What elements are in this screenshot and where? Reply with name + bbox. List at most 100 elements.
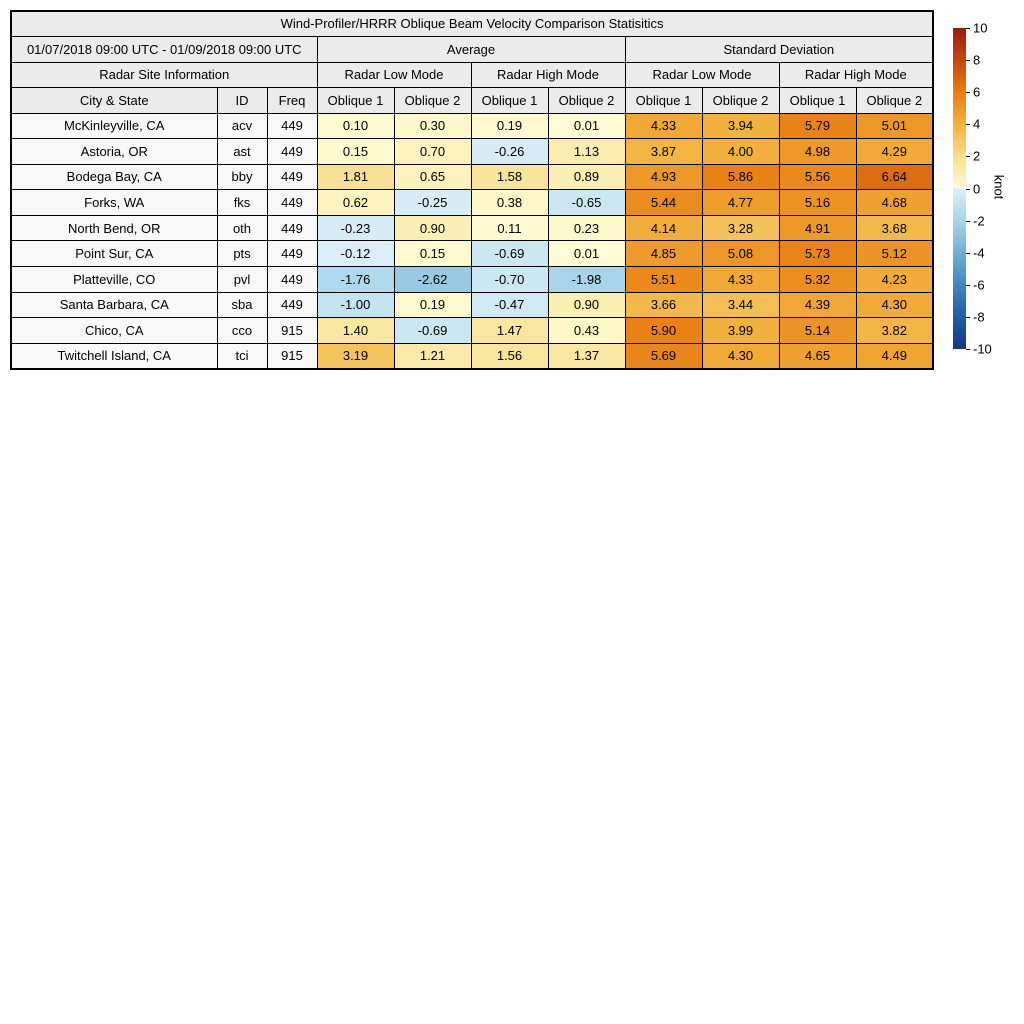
city-cell: Chico, CA	[10, 317, 218, 344]
value-cell: 4.77	[701, 189, 780, 216]
value-cell: 3.44	[701, 291, 780, 319]
value-cell: 5.08	[701, 240, 780, 268]
value-cell: 4.23	[855, 266, 934, 293]
value-cell: 4.85	[624, 240, 703, 268]
colorbar-tick-label: -10	[973, 341, 992, 357]
column-header-oblique: Oblique 1	[316, 86, 395, 114]
table-row: Astoria, OR ast 449 0.15 0.70 -0.26 1.13 3.87 4.…	[10, 138, 934, 165]
value-cell: 3.87	[624, 138, 703, 165]
freq-cell: 449	[266, 291, 318, 319]
mode-header-avg-low: Radar Low Mode	[316, 61, 472, 88]
value-cell: 0.38	[470, 189, 549, 216]
value-cell: 3.66	[624, 291, 703, 319]
id-cell: cco	[216, 317, 268, 344]
value-cell: 5.16	[778, 189, 857, 216]
colorbar-tick	[966, 60, 970, 62]
freq-cell: 449	[266, 163, 318, 191]
value-cell: 4.65	[778, 342, 857, 370]
value-cell: -0.23	[316, 214, 395, 242]
value-cell: 0.01	[547, 240, 626, 268]
value-cell: -1.76	[316, 266, 395, 293]
value-cell: -0.12	[316, 240, 395, 268]
table-row: Chico, CA cco 915 1.40 -0.69 1.47 0.43 5.90 3.99…	[10, 317, 934, 344]
table-body: McKinleyville, CA acv 449 0.10 0.30 0.19 0.01 4…	[10, 112, 934, 370]
table-row: Platteville, CO pvl 449 -1.76 -2.62 -0.70 -1.9…	[10, 266, 934, 293]
colorbar-tick-label: 0	[973, 181, 981, 196]
value-cell: 1.40	[316, 317, 395, 344]
value-cell: 0.62	[316, 189, 395, 216]
colorbar-tick-label: 8	[973, 52, 981, 68]
table-row: Santa Barbara, CA sba 449 -1.00 0.19 -0.47 0.9…	[10, 291, 934, 319]
value-cell: 0.70	[393, 138, 472, 165]
value-cell: 5.01	[855, 112, 934, 140]
value-cell: 0.90	[547, 291, 626, 319]
date-range: 01/07/2018 09:00 UTC - 01/09/2018 09:00 …	[10, 35, 318, 63]
value-cell: -0.65	[547, 189, 626, 216]
column-header-freq: Freq	[266, 86, 318, 114]
id-cell: sba	[216, 291, 268, 319]
city-cell: Forks, WA	[10, 189, 218, 216]
colorbar-tick-label: -2	[973, 213, 985, 229]
std-group-header: Standard Deviation	[624, 35, 934, 63]
value-cell: -1.00	[316, 291, 395, 319]
column-header-oblique: Oblique 2	[393, 86, 472, 114]
freq-cell: 915	[266, 317, 318, 344]
value-cell: 1.81	[316, 163, 395, 191]
id-cell: ast	[216, 138, 268, 165]
value-cell: 1.58	[470, 163, 549, 191]
value-cell: 3.68	[855, 214, 934, 242]
value-cell: -0.69	[470, 240, 549, 268]
value-cell: -0.26	[470, 138, 549, 165]
value-cell: 5.86	[701, 163, 780, 191]
colorbar-tick	[966, 124, 970, 126]
value-cell: 5.44	[624, 189, 703, 216]
value-cell: 6.64	[855, 163, 934, 191]
colorbar-tick	[966, 316, 970, 318]
figure-title: Wind-Profiler/HRRR Oblique Beam Velocity…	[10, 10, 934, 37]
value-cell: 5.14	[778, 317, 857, 344]
id-cell: oth	[216, 214, 268, 242]
colorbar-tick	[966, 284, 970, 286]
value-cell: 0.19	[393, 291, 472, 319]
freq-cell: 449	[266, 189, 318, 216]
mode-header-std-high: Radar High Mode	[778, 61, 934, 88]
mode-header-avg-high: Radar High Mode	[470, 61, 626, 88]
id-cell: pts	[216, 240, 268, 268]
value-cell: 1.13	[547, 138, 626, 165]
value-cell: 1.56	[470, 342, 549, 370]
value-cell: 1.21	[393, 342, 472, 370]
value-cell: 5.79	[778, 112, 857, 140]
value-cell: 0.90	[393, 214, 472, 242]
city-cell: Bodega Bay, CA	[10, 163, 218, 191]
id-cell: tci	[216, 342, 268, 370]
value-cell: 0.43	[547, 317, 626, 344]
value-cell: 5.32	[778, 266, 857, 293]
value-cell: 0.19	[470, 112, 549, 140]
city-cell: McKinleyville, CA	[10, 112, 218, 140]
value-cell: 0.30	[393, 112, 472, 140]
colorbar-tick-label: 10	[973, 20, 988, 36]
colorbar-tick-label: 2	[973, 148, 981, 164]
value-cell: 4.33	[701, 266, 780, 293]
value-cell: 3.19	[316, 342, 395, 370]
id-cell: fks	[216, 189, 268, 216]
colorbar-tick	[966, 156, 970, 158]
value-cell: 4.49	[855, 342, 934, 370]
value-cell: 0.89	[547, 163, 626, 191]
value-cell: 4.39	[778, 291, 857, 319]
value-cell: 4.14	[624, 214, 703, 242]
value-cell: 1.47	[470, 317, 549, 344]
city-cell: Santa Barbara, CA	[10, 291, 218, 319]
city-cell: Platteville, CO	[10, 266, 218, 293]
column-header-oblique: Oblique 2	[701, 86, 780, 114]
colorbar-tick	[966, 188, 970, 190]
colorbar-tick-label: 6	[973, 84, 981, 100]
value-cell: 4.33	[624, 112, 703, 140]
value-cell: 5.90	[624, 317, 703, 344]
value-cell: 5.56	[778, 163, 857, 191]
value-cell: 5.73	[778, 240, 857, 268]
table-row: Point Sur, CA pts 449 -0.12 0.15 -0.69 0.01 4.8…	[10, 240, 934, 268]
column-header-oblique: Oblique 1	[778, 86, 857, 114]
value-cell: 0.15	[316, 138, 395, 165]
